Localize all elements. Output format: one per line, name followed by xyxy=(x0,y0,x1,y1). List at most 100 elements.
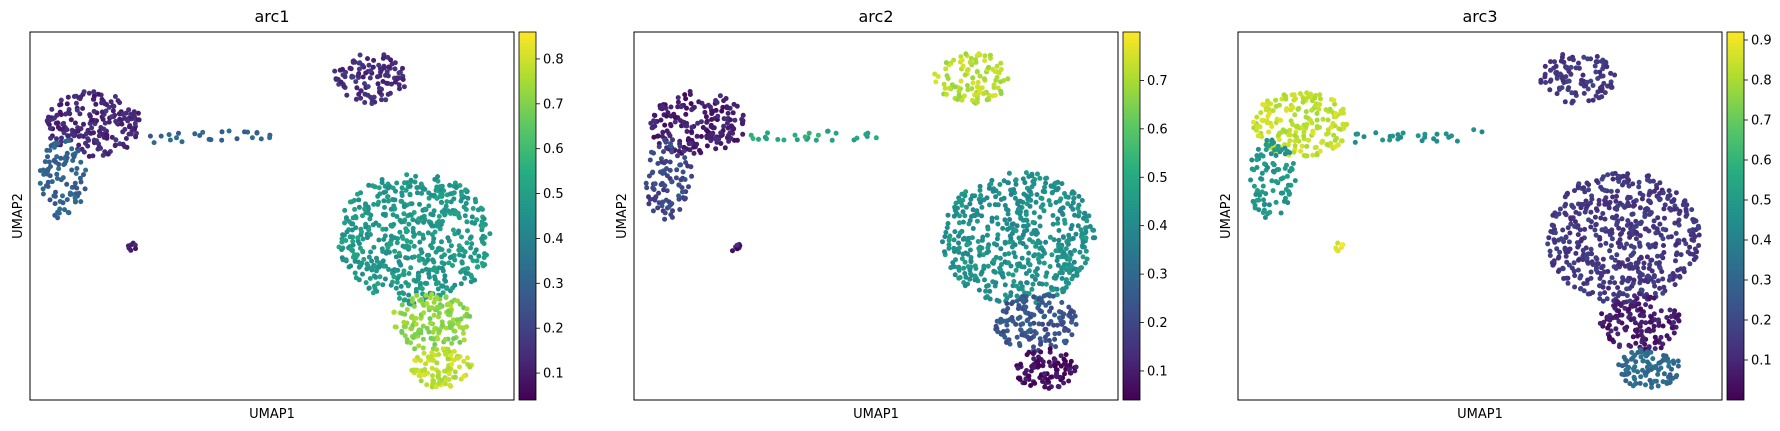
point-right-main xyxy=(995,221,1001,227)
point-left-lobe xyxy=(686,184,691,190)
point-right-lower xyxy=(408,315,414,320)
point-right-main xyxy=(1005,211,1011,217)
point-upper-left xyxy=(1314,124,1320,129)
point-left-lobe xyxy=(42,159,48,165)
point-right-bottom xyxy=(448,352,454,358)
point-right-main xyxy=(998,197,1004,202)
point-left-lobe xyxy=(1258,176,1264,182)
point-right-lower xyxy=(1028,335,1034,341)
point-right-main xyxy=(470,206,476,211)
point-right-main xyxy=(1657,197,1663,203)
point-right-main xyxy=(372,264,378,270)
point-right-main xyxy=(1027,237,1033,243)
point-top-right xyxy=(969,86,975,92)
point-upper-left xyxy=(664,145,670,151)
point-left-lobe xyxy=(670,137,675,143)
point-upper-left xyxy=(677,138,683,144)
point-left-lobe xyxy=(56,166,62,172)
point-right-bottom xyxy=(1660,379,1666,385)
point-right-main xyxy=(976,245,982,251)
point-right-lower xyxy=(402,333,408,339)
point-bridge xyxy=(1373,130,1379,136)
point-right-main xyxy=(381,263,387,269)
point-right-main xyxy=(1014,223,1020,229)
point-right-bottom xyxy=(1057,374,1063,380)
point-left-lobe xyxy=(1260,183,1266,189)
point-right-bottom xyxy=(446,371,452,377)
point-left-lobe xyxy=(673,175,679,181)
point-upper-left xyxy=(734,137,740,143)
point-right-bottom xyxy=(434,360,440,366)
point-upper-left xyxy=(72,120,78,126)
point-right-main xyxy=(476,253,482,259)
point-right-main xyxy=(364,210,370,216)
point-top-right xyxy=(959,57,965,63)
point-right-bottom xyxy=(1025,373,1031,379)
point-right-main xyxy=(1608,188,1614,194)
point-right-main xyxy=(411,233,417,239)
point-left-lobe xyxy=(676,193,682,199)
point-right-main xyxy=(380,211,386,217)
point-right-main xyxy=(1651,218,1657,224)
point-upper-left xyxy=(651,118,657,124)
point-upper-left xyxy=(86,137,92,143)
point-right-bottom xyxy=(416,368,422,374)
point-bridge xyxy=(258,136,264,142)
point-upper-left xyxy=(133,134,139,140)
point-left-lobe xyxy=(78,199,84,205)
point-upper-left xyxy=(1292,112,1298,118)
point-right-main xyxy=(1575,232,1581,238)
point-upper-left xyxy=(87,113,93,119)
point-upper-left xyxy=(1312,95,1318,101)
point-right-main xyxy=(429,245,435,251)
point-right-lower xyxy=(436,310,442,316)
point-right-main xyxy=(387,240,393,246)
point-right-main xyxy=(401,211,407,217)
point-right-main xyxy=(379,246,385,252)
point-top-right xyxy=(1585,86,1591,92)
point-right-lower xyxy=(1605,325,1611,331)
point-right-main xyxy=(1605,172,1611,178)
point-left-lobe xyxy=(682,155,688,161)
point-upper-left xyxy=(651,134,657,140)
point-left-lobe xyxy=(48,164,53,169)
point-right-main xyxy=(400,236,406,241)
point-right-main xyxy=(1020,232,1026,238)
point-top-right xyxy=(1590,97,1596,103)
point-right-main xyxy=(365,206,371,212)
point-upper-left xyxy=(683,111,689,117)
point-upper-left xyxy=(690,105,696,111)
point-right-main xyxy=(407,212,413,218)
point-right-main xyxy=(1677,208,1683,214)
point-right-bottom xyxy=(449,361,455,367)
point-top-right xyxy=(947,85,952,91)
point-top-right xyxy=(368,94,374,100)
point-right-main xyxy=(1620,173,1626,179)
point-left-lobe xyxy=(1256,207,1262,213)
point-right-main xyxy=(390,212,396,218)
point-left-lobe xyxy=(1273,199,1279,205)
point-right-main xyxy=(1579,236,1585,242)
point-right-lower xyxy=(432,326,438,332)
point-right-main xyxy=(1627,234,1633,240)
point-right-bottom xyxy=(1637,380,1643,386)
point-top-right xyxy=(1560,78,1566,84)
point-right-main xyxy=(1557,249,1563,255)
point-upper-left xyxy=(54,112,60,118)
point-right-main xyxy=(1050,221,1056,227)
point-upper-left xyxy=(1303,114,1309,120)
point-right-main xyxy=(356,264,362,270)
point-bridge xyxy=(234,136,240,142)
point-right-main xyxy=(981,263,987,269)
point-right-main xyxy=(1029,171,1035,177)
point-right-main xyxy=(962,259,968,265)
colorbar-tick-label: 0.8 xyxy=(543,52,564,67)
point-right-main xyxy=(942,234,948,240)
point-top-right xyxy=(1543,80,1549,85)
point-right-main xyxy=(1057,198,1063,204)
point-upper-left xyxy=(714,100,720,105)
point-right-main xyxy=(1002,292,1008,298)
point-top-right xyxy=(990,66,996,72)
point-right-main xyxy=(1647,198,1653,204)
point-bridge xyxy=(1395,132,1401,138)
